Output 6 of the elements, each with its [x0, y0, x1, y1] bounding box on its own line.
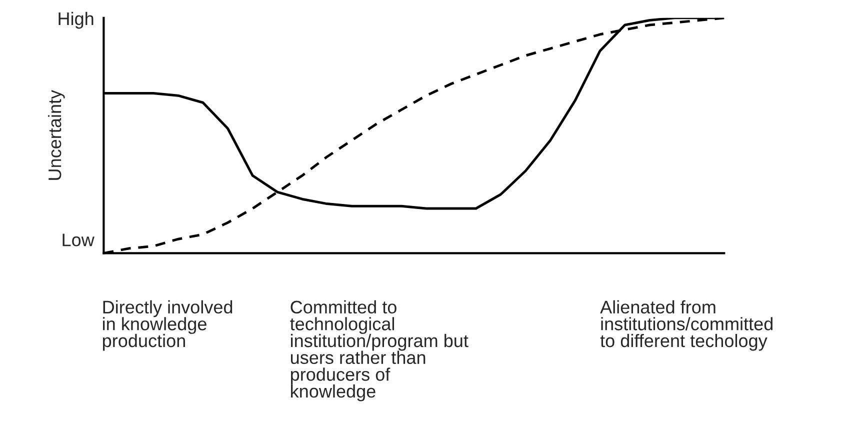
text: Directly involved in knowledge production — [102, 300, 232, 351]
text: Alienated from institutions/committed to different techology — [600, 300, 772, 351]
y-axis-title: Uncertainty — [48, 90, 65, 180]
text: Committed to technological institution/program but users rather than producers of knowledge — [290, 300, 468, 402]
text: Low — [62, 234, 94, 246]
text: High — [58, 12, 94, 29]
